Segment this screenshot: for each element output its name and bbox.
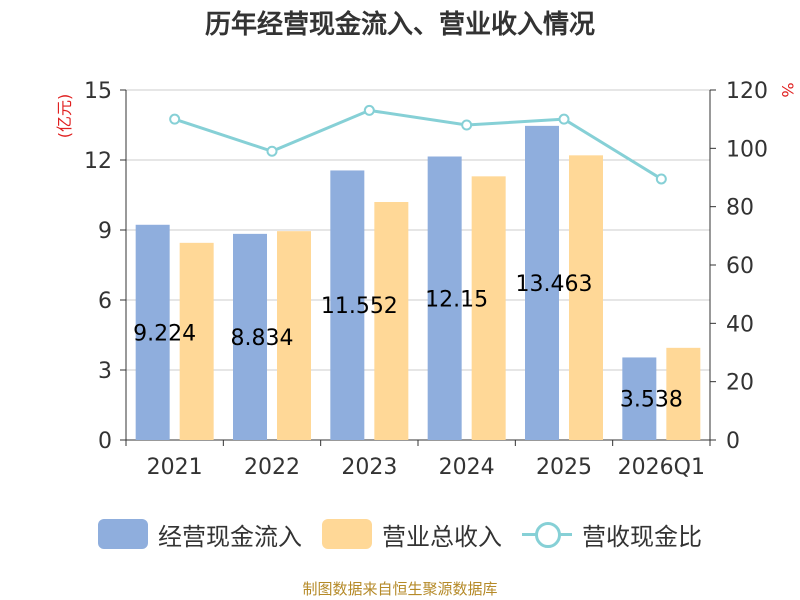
x-axis-label: 2025	[536, 455, 592, 480]
bar-cash-inflow	[135, 224, 170, 440]
right-axis-tick-label: 60	[726, 254, 754, 279]
left-axis-tick-label: 9	[98, 219, 112, 244]
right-axis-tick-label: 120	[726, 79, 768, 104]
bar-revenue	[666, 347, 701, 440]
data-label-cash-inflow: 11.552	[321, 294, 398, 319]
bar-cash-inflow	[233, 233, 267, 440]
bar-cash-inflow	[427, 156, 462, 440]
point-ratio	[461, 119, 473, 131]
bar-revenue	[471, 176, 506, 441]
source-note: 制图数据来自恒生聚源数据库	[302, 580, 498, 598]
left-axis-tick-label: 3	[98, 359, 112, 384]
legend-swatch-revenue	[322, 519, 372, 549]
legend-label-revenue: 营业总收入	[382, 522, 502, 551]
legend-item-cash-inflow[interactable]: 经营现金流入	[98, 514, 302, 554]
left-axis-tick-label: 0	[98, 429, 112, 454]
bar-cash-inflow	[525, 125, 559, 440]
right-axis-unit: %	[778, 82, 797, 97]
chart-title: 历年经营现金流入、营业收入情况	[204, 10, 595, 40]
x-axis-label: 2024	[439, 455, 495, 480]
left-axis-tick-label: 12	[84, 149, 112, 174]
data-label-cash-inflow: 8.834	[231, 326, 294, 351]
bar-revenue	[179, 242, 214, 440]
data-label-cash-inflow: 12.15	[425, 287, 488, 312]
chart-legend: 经营现金流入 营业总收入 营收现金比	[0, 514, 800, 554]
legend-item-revenue[interactable]: 营业总收入	[322, 514, 502, 554]
data-label-cash-inflow: 9.224	[133, 321, 196, 346]
legend-swatch-cash-inflow	[98, 519, 148, 549]
legend-item-ratio[interactable]: 营收现金比	[522, 514, 702, 554]
point-ratio	[169, 113, 181, 125]
data-label-cash-inflow: 3.538	[620, 388, 683, 413]
point-ratio	[558, 113, 570, 125]
x-axis-label: 2026Q1	[618, 455, 705, 480]
right-axis-tick-label: 0	[726, 429, 740, 454]
left-axis-unit: (亿元)	[55, 94, 74, 139]
point-ratio	[363, 104, 375, 116]
point-ratio	[266, 145, 278, 157]
legend-label-ratio: 营收现金比	[582, 522, 702, 551]
right-axis-tick-label: 100	[726, 137, 768, 162]
right-axis-tick-label: 20	[726, 371, 754, 396]
bar-cash-inflow	[622, 357, 657, 440]
legend-label-cash-inflow: 经营现金流入	[158, 522, 302, 551]
bar-revenue	[277, 231, 311, 440]
bar-revenue	[374, 202, 409, 440]
x-axis-label: 2022	[244, 455, 300, 480]
left-axis-tick-label: 15	[84, 79, 112, 104]
point-ratio	[655, 173, 667, 185]
x-axis-label: 2021	[147, 455, 203, 480]
x-axis-label: 2023	[341, 455, 397, 480]
left-axis-tick-label: 6	[98, 289, 112, 314]
bar-revenue	[569, 155, 603, 441]
line-ratio	[174, 108, 663, 181]
bar-cash-inflow	[330, 170, 365, 440]
right-axis-tick-label: 80	[726, 196, 754, 221]
right-axis-tick-label: 40	[726, 312, 754, 337]
legend-line-ratio-icon	[522, 519, 572, 549]
data-label-cash-inflow: 13.463	[516, 272, 593, 297]
